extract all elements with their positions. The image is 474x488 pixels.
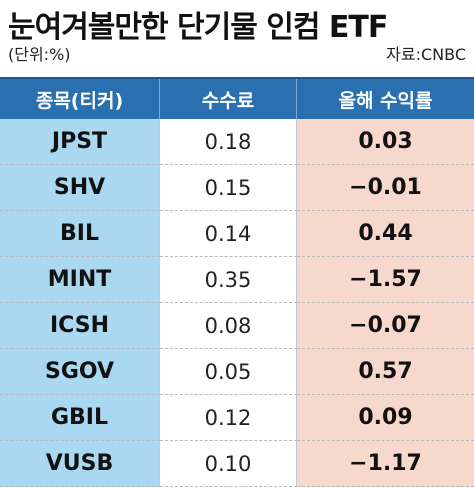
- ticker-cell: ICSH: [0, 303, 160, 349]
- fee-cell: 0.15: [160, 165, 297, 211]
- etf-table: 종목(티커) 수수료 올해 수익률 JPST 0.18 0.03 SHV 0.1…: [0, 77, 474, 488]
- unit-label: (단위:%): [8, 45, 71, 64]
- ytd-return-cell: −1.57: [297, 257, 474, 303]
- ytd-return-cell: 0.03: [297, 119, 474, 165]
- table-row: VUSB 0.10 −1.17: [0, 441, 474, 487]
- ticker-cell: GBIL: [0, 395, 160, 441]
- ytd-return-cell: −0.07: [297, 303, 474, 349]
- column-header-ytd-return: 올해 수익률: [338, 89, 433, 112]
- table-row: SGOV 0.05 0.57: [0, 349, 474, 395]
- ticker-cell: JPST: [0, 119, 160, 165]
- ticker-cell: SGOV: [0, 349, 160, 395]
- ytd-return-cell: −0.01: [297, 165, 474, 211]
- ytd-return-cell: 0.44: [297, 211, 474, 257]
- source-label: 자료:CNBC: [386, 45, 466, 64]
- fee-cell: 0.12: [160, 395, 297, 441]
- table-row: GBIL 0.12 0.09: [0, 395, 474, 441]
- fee-cell: 0.35: [160, 257, 297, 303]
- column-header-ticker: 종목(티커): [0, 79, 160, 119]
- page-title: 눈여겨볼만한 단기물 인컴 ETF: [8, 10, 388, 45]
- ytd-return-cell: −1.17: [297, 441, 474, 487]
- ytd-return-cell: 0.57: [297, 349, 474, 395]
- table-row: ICSH 0.08 −0.07: [0, 303, 474, 349]
- table-row: JPST 0.18 0.03: [0, 119, 474, 165]
- fee-cell: 0.10: [160, 441, 297, 487]
- ticker-cell: VUSB: [0, 441, 160, 487]
- table-row: MINT 0.35 −1.57: [0, 257, 474, 303]
- table-row: BIL 0.14 0.44: [0, 211, 474, 257]
- table-header: 종목(티커) 수수료 올해 수익률: [0, 77, 474, 119]
- ytd-return-cell: 0.09: [297, 395, 474, 441]
- fee-cell: 0.18: [160, 119, 297, 165]
- ticker-cell: SHV: [0, 165, 160, 211]
- column-header-fee: 수수료: [160, 79, 297, 119]
- fee-cell: 0.05: [160, 349, 297, 395]
- fee-cell: 0.08: [160, 303, 297, 349]
- fee-cell: 0.14: [160, 211, 297, 257]
- table-row: SHV 0.15 −0.01: [0, 165, 474, 211]
- ticker-cell: MINT: [0, 257, 160, 303]
- ticker-cell: BIL: [0, 211, 160, 257]
